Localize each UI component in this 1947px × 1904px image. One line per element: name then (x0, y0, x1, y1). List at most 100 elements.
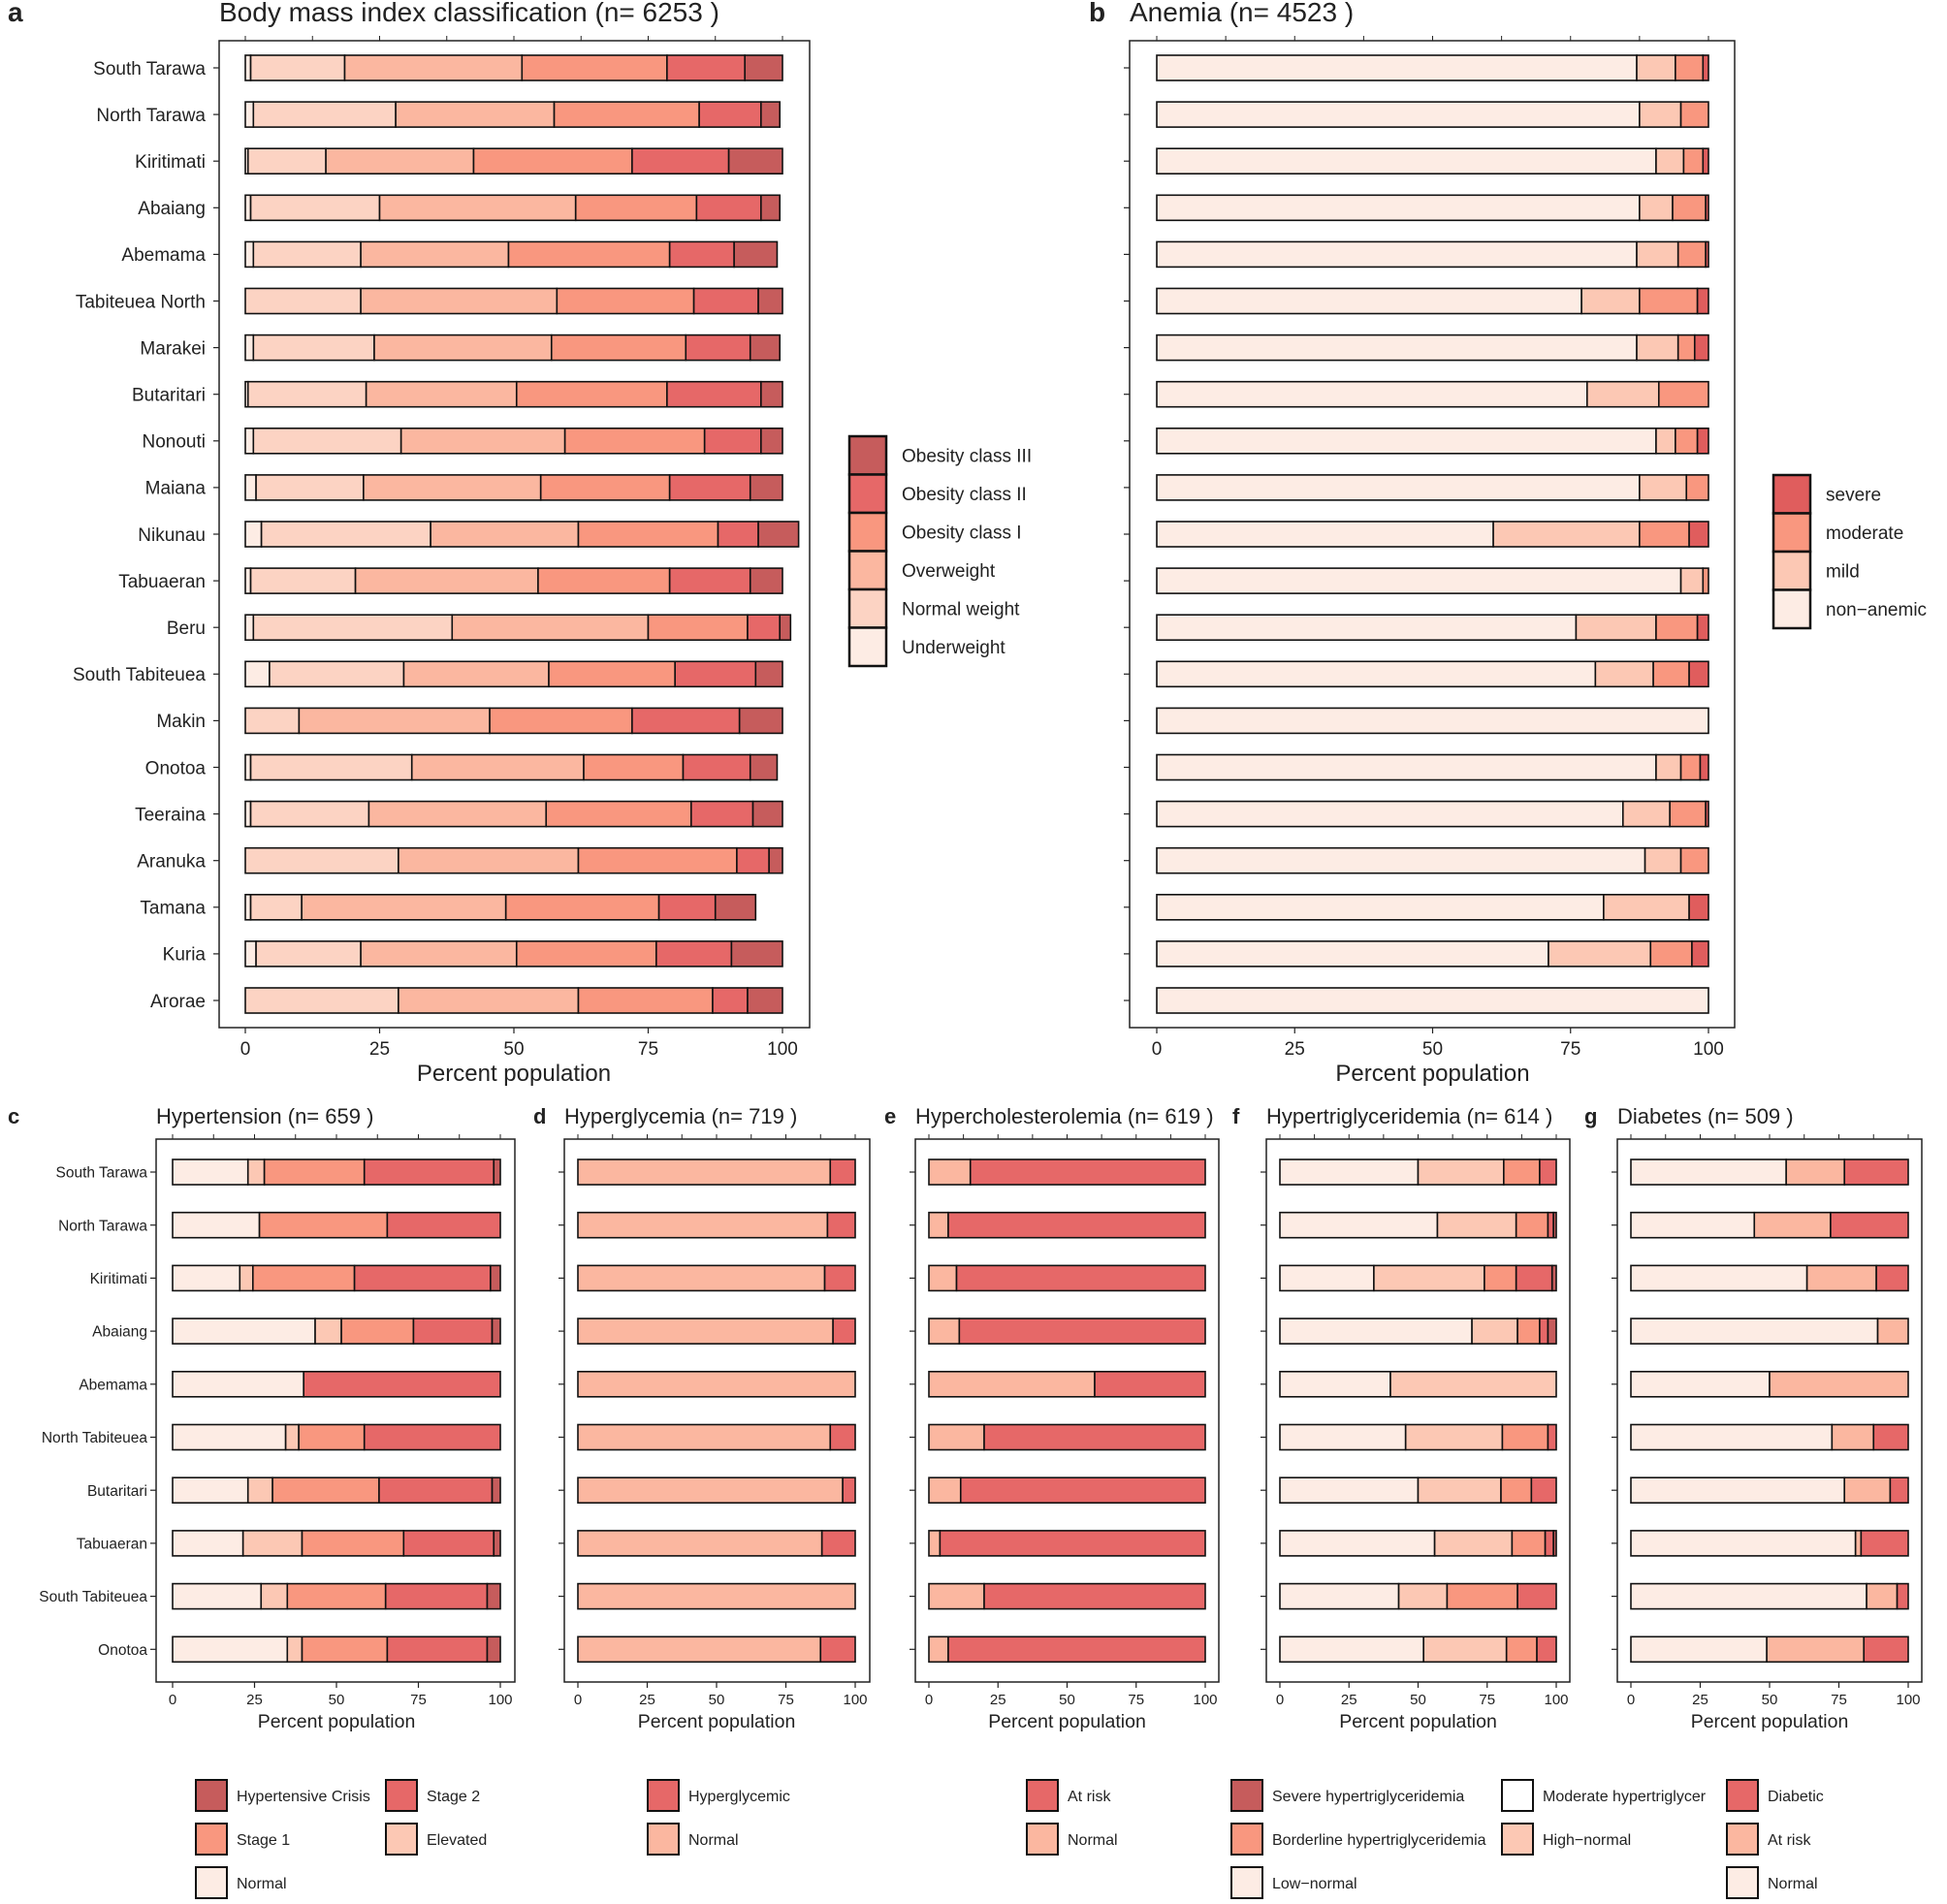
bar-overweight-south-tarawa (343, 54, 524, 81)
legend-label-normal: Normal (1068, 1832, 1118, 1849)
bar-severe-hypertriglyceridemia-north-tarawa (1552, 1211, 1557, 1239)
bar-low-normal-abaiang (1279, 1317, 1473, 1345)
legend-swatch-stage-1 (195, 1823, 228, 1856)
bar-moderate-south-tabiteuea (1652, 660, 1690, 688)
x-tick-label-100: 100 (843, 1692, 867, 1708)
legend-swatch-borderline-hypertriglyceridemia (1230, 1823, 1263, 1856)
legend-label-severe: severe (1826, 486, 1881, 506)
bar-obesity-class-ii-nikunau (717, 521, 759, 548)
y-tick-label-teeraina: Teeraina (135, 805, 206, 825)
bar-elevated-tabuaeran (241, 1530, 303, 1557)
bar-normal-weight-aranuka (244, 846, 399, 874)
bar-underweight-abaiang (244, 194, 252, 222)
legend-swatch-diabetic (1726, 1779, 1759, 1812)
bar-normal-weight-makin (244, 707, 301, 735)
legend-label-overweight: Overweight (902, 561, 996, 582)
bar-normal-south-tarawa (1630, 1158, 1787, 1186)
legend-swatch-underweight (847, 626, 888, 668)
bar-borderline-hypertriglyceridemia-butaritari (1500, 1476, 1533, 1504)
bar-severe-nonouti (1696, 427, 1709, 455)
bar-obesity-class-iii-abaiang (760, 194, 782, 222)
bar-overweight-tabiteuea-north (360, 287, 559, 315)
bar-high-normal-south-tabiteuea (1397, 1582, 1449, 1610)
bar-at-risk-kiritimati (1805, 1264, 1877, 1292)
bar-mild-kiritimati (1655, 147, 1685, 175)
bar-obesity-class-iii-makin (738, 707, 783, 735)
bar-normal-weight-tabiteuea-north (244, 287, 362, 315)
bar-normal-abaiang (172, 1317, 316, 1345)
bar-at-risk-butaritari (959, 1476, 1206, 1504)
bar-normal-weight-marakei (252, 333, 375, 362)
bar-moderate-hypertriglyceridemia-abaiang (1539, 1317, 1549, 1345)
legend-label-at-risk: At risk (1768, 1832, 1811, 1849)
bar-low-normal-kiritimati (1279, 1264, 1375, 1292)
bar-normal-south-tabiteuea (1630, 1582, 1867, 1610)
bar-normal-tabuaeran (928, 1530, 942, 1557)
bar-obesity-class-i-tamana (504, 893, 660, 921)
bar-severe-teeraina (1705, 800, 1709, 828)
bar-underweight-abemama (244, 240, 255, 269)
bar-low-normal-north-tarawa (1279, 1211, 1439, 1239)
panel-letter-e: e (884, 1104, 896, 1128)
bar-moderate-nikunau (1639, 521, 1690, 548)
bar-at-risk-abaiang (958, 1317, 1206, 1345)
bar-normal-weight-south-tarawa (249, 54, 346, 81)
bar-obesity-class-iii-kuria (730, 940, 783, 968)
bar-stage-2-kiritimati (353, 1264, 492, 1292)
bar-severe-nikunau (1688, 521, 1709, 548)
bar-obesity-class-i-north-tarawa (553, 101, 700, 128)
bar-diabetic-north-tabiteuea (1872, 1423, 1909, 1451)
bar-overweight-north-tarawa (395, 101, 556, 128)
bar-overweight-kuria (360, 940, 518, 968)
bar-non-anemic-butaritari (1156, 380, 1588, 408)
bar-non-anemic-abemama (1156, 240, 1638, 269)
legend-swatch-elevated (385, 1823, 418, 1856)
bar-non-anemic-arorae (1156, 987, 1709, 1014)
x-tick-label-25: 25 (246, 1692, 263, 1708)
bar-non-anemic-onotoa (1156, 753, 1657, 781)
bar-stage-1-tabuaeran (301, 1530, 405, 1557)
bar-normal-north-tarawa (577, 1211, 829, 1239)
bar-underweight-tabuaeran (244, 567, 252, 594)
bar-obesity-class-ii-butaritari (666, 380, 762, 408)
bar-overweight-tabuaeran (354, 567, 539, 594)
y-tick-label-tabuaeran: Tabuaeran (77, 1536, 147, 1552)
bar-hyperglycemic-tabuaeran (820, 1530, 856, 1557)
bar-stage-1-south-tabiteuea (286, 1582, 387, 1610)
panel-c: c Hypertension (n= 659 ) 0 25 50 75 100 Percent… (8, 1104, 516, 1899)
bar-obesity-class-i-south-tabiteuea (548, 660, 677, 688)
x-tick-label-50: 50 (1410, 1692, 1426, 1708)
bar-moderate-marakei (1676, 333, 1696, 362)
bar-normal-weight-tamana (249, 893, 303, 921)
bar-obesity-class-iii-arorae (747, 987, 783, 1014)
bar-mild-abaiang (1639, 194, 1674, 222)
bar-low-normal-south-tabiteuea (1279, 1582, 1400, 1610)
legend-label-stage-2: Stage 2 (427, 1789, 480, 1805)
bar-moderate-hypertriglyceridemia-onotoa (1536, 1635, 1557, 1664)
bar-obesity-class-i-kiritimati (472, 147, 633, 175)
bar-severe-south-tabiteuea (1688, 660, 1709, 688)
bar-severe-hypertriglyceridemia-abaiang (1547, 1317, 1557, 1345)
bar-hyperglycemic-onotoa (819, 1635, 856, 1664)
bar-at-risk-onotoa (1766, 1635, 1866, 1664)
bar-moderate-north-tarawa (1679, 101, 1709, 128)
bar-mild-tabiteuea-north (1580, 287, 1641, 315)
x-tick-label-0: 0 (1152, 1039, 1163, 1060)
y-tick-label-kiritimati: Kiritimati (135, 152, 206, 173)
panel-letter-d: d (533, 1104, 546, 1128)
bar-borderline-hypertriglyceridemia-north-tarawa (1515, 1211, 1549, 1239)
bar-normal-abemama (172, 1371, 304, 1398)
bar-underweight-nonouti (244, 427, 255, 455)
panel-b: b Anemia (n= 4523 ) 0 25 50 75 100 Percent popu… (1089, 0, 1927, 1087)
legend-swatch-normal (1726, 1866, 1759, 1899)
x-tick-label-50: 50 (1059, 1692, 1075, 1708)
y-tick-label-south-tarawa: South Tarawa (56, 1165, 148, 1182)
y-tick-label-beru: Beru (167, 619, 206, 639)
legend-swatch-overweight (847, 550, 888, 591)
bar-underweight-beru (244, 614, 255, 642)
bar-overweight-onotoa (410, 753, 585, 781)
bar-low-normal-north-tabiteuea (1279, 1423, 1407, 1451)
legend-label-obesity-class-ii: Obesity class II (902, 485, 1027, 505)
legend-swatch-moderate-hypertriglycer (1501, 1779, 1534, 1812)
bar-obesity-class-i-abaiang (574, 194, 698, 222)
